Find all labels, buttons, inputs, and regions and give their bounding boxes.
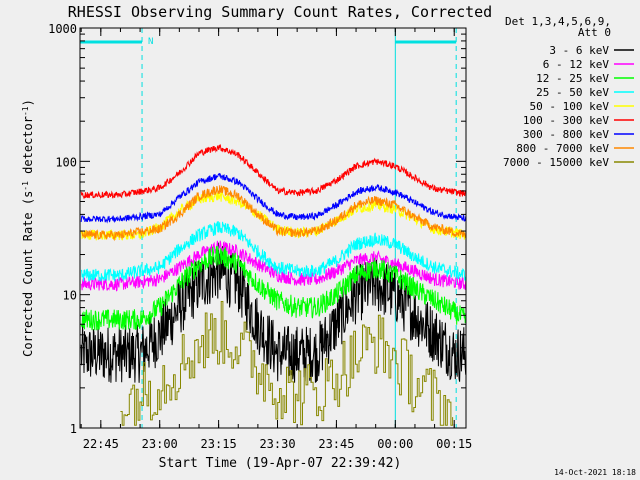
series-6-trace [80,172,467,224]
x-axis-label: Start Time (19-Apr-07 22:39:42) [159,456,402,471]
legend-label-6: 300 - 800 keV [523,128,609,141]
x-tick-label-1: 23:00 [142,437,178,451]
night-label: N [148,37,153,47]
series-1-trace [80,240,467,292]
x-tick-label-4: 23:45 [318,437,354,451]
legend-header-1: Att 0 [578,26,611,39]
series-0-trace [80,242,467,383]
y-axis-label: Corrected Count Rate (s-1 detector-1) [21,99,36,357]
y-tick-label-1: 10 [63,289,77,303]
x-tick-label-0: 22:45 [83,437,119,451]
chart-title: RHESSI Observing Summary Count Rates, Co… [68,3,492,21]
legend-label-3: 25 - 50 keV [536,86,609,99]
series-2-trace [80,246,467,331]
legend-label-4: 50 - 100 keV [530,100,610,113]
legend-label-0: 3 - 6 keV [549,44,609,57]
y-tick-label-2: 100 [55,155,77,169]
plot-markers: N [80,28,457,428]
y-tick-label-3: 1000 [48,22,77,36]
footer-date: 14-Oct-2021 18:18 [554,468,636,477]
legend-label-2: 12 - 25 keV [536,72,609,85]
legend-header-0: Det 1,3,4,5,6,9, [505,15,611,28]
series-layer [80,144,467,426]
x-tick-label-6: 00:15 [436,437,472,451]
series-7-trace [80,185,467,242]
legend-label-8: 7000 - 15000 keV [503,156,609,169]
plot-frame [79,27,467,429]
legend-label-7: 800 - 7000 keV [516,142,609,155]
x-tick-label-2: 23:15 [201,437,237,451]
axes: 22:45 23:00 23:15 23:30 23:45 00:00 00:15 1 10 10… [48,22,472,451]
legend-label-5: 100 - 300 keV [523,114,609,127]
x-tick-label-3: 23:30 [259,437,295,451]
legend-label-1: 6 - 12 keV [543,58,610,71]
series-8-trace [120,301,454,426]
x-tick-label-5: 00:00 [377,437,413,451]
series-3-trace [80,221,467,282]
series-5-trace [80,144,467,200]
y-tick-label-0: 1 [70,422,77,436]
